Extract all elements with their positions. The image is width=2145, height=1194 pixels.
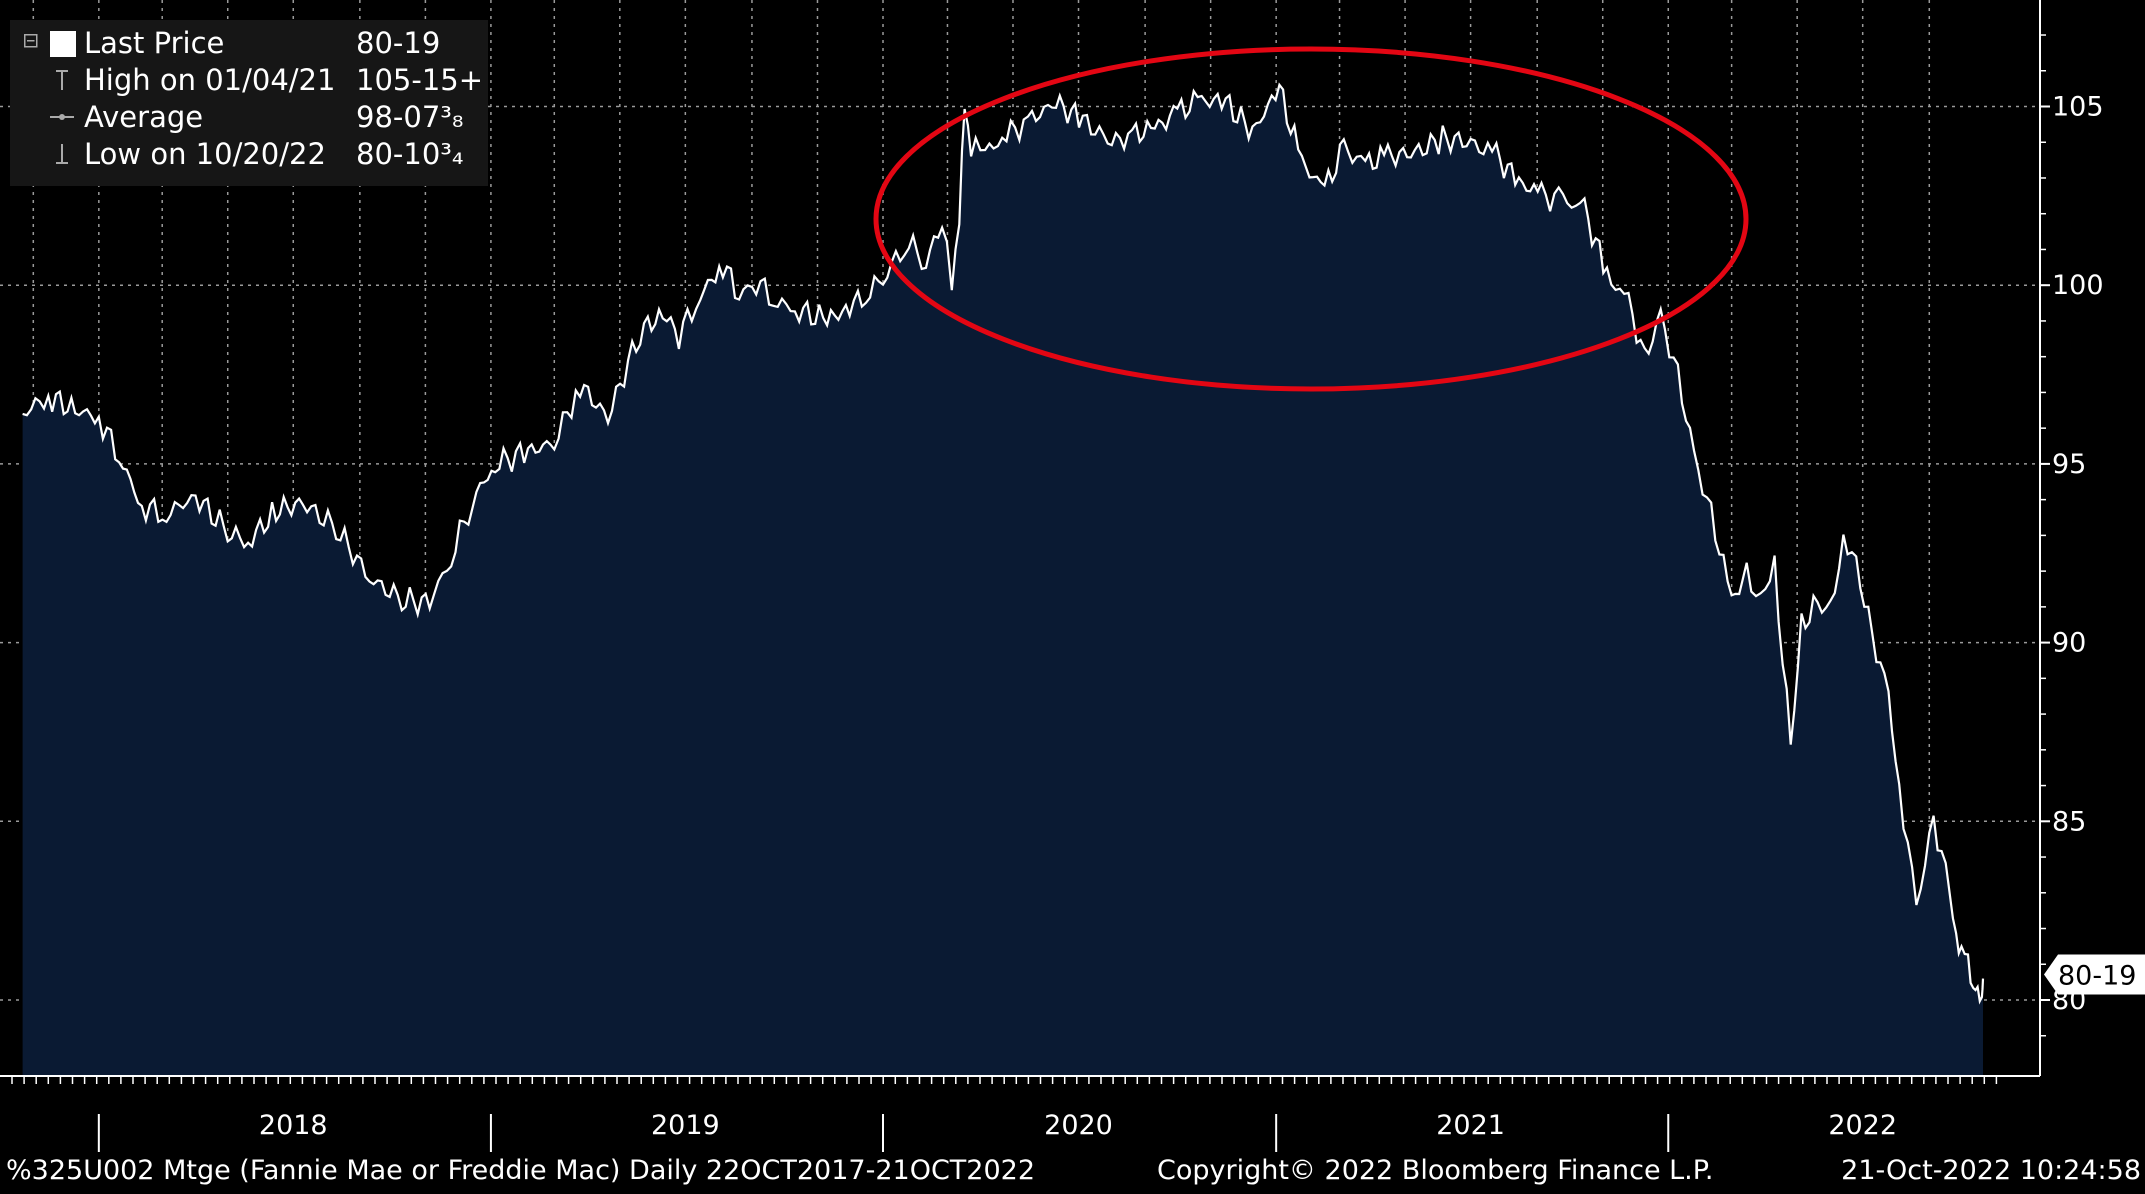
last-value-label: 80-19 [2058, 961, 2136, 992]
legend-row-average: Average 98-07³₈ [10, 99, 488, 136]
legend-high-value: 105-15+ [356, 63, 484, 97]
footer-security-description: %325U002 Mtge (Fannie Mae or Freddie Mac… [6, 1155, 1036, 1186]
legend-average-label: Average [84, 100, 204, 134]
x-tick-label: 2022 [1828, 1110, 1897, 1141]
legend-row-high: High on 01/04/21 105-15+ [10, 62, 488, 99]
y-tick-label: 100 [2052, 270, 2104, 301]
footer-copyright: Copyright© 2022 Bloomberg Finance L.P. [1157, 1155, 1714, 1186]
high-marker-icon [56, 70, 68, 90]
legend-low-label: Low on 10/20/22 [84, 137, 326, 171]
last-value-marker: 80-19 [2044, 954, 2145, 995]
collapse-icon[interactable] [24, 34, 42, 52]
x-tick-label: 2020 [1044, 1110, 1113, 1141]
legend-last-price-label: Last Price [84, 26, 225, 60]
legend-high-label: High on 01/04/21 [84, 63, 336, 97]
legend-low-value: 80-10³₄ [356, 137, 464, 171]
low-marker-icon [56, 144, 68, 164]
legend-row-last-price: Last Price 80-19 [10, 25, 488, 62]
chart-legend: Last Price 80-19 High on 01/04/21 105-15… [10, 20, 488, 186]
legend-average-value: 98-07³₈ [356, 100, 464, 134]
last-value-tag [2044, 954, 2145, 995]
legend-last-price-value: 80-19 [356, 26, 441, 60]
y-tick-label: 85 [2052, 806, 2086, 837]
last-price-swatch-icon [50, 31, 76, 57]
price-line [22, 82, 1985, 1005]
y-tick-label: 95 [2052, 449, 2086, 480]
x-tick-label: 2019 [651, 1110, 720, 1141]
x-tick-label: 2021 [1436, 1110, 1505, 1141]
average-marker-icon [50, 114, 74, 120]
footer-timestamp: 21-Oct-2022 10:24:58 [1841, 1155, 2141, 1186]
highlight-ellipse [873, 46, 1749, 392]
y-tick-label: 90 [2052, 628, 2086, 659]
x-tick-label: 2018 [259, 1110, 328, 1141]
legend-row-low: Low on 10/20/22 80-10³₄ [10, 136, 488, 173]
price-area-fill [22, 84, 1984, 1077]
x-axis: 2018 2019 2020 2021 2022 [0, 1075, 2040, 1152]
y-tick-label: 105 [2052, 92, 2104, 123]
